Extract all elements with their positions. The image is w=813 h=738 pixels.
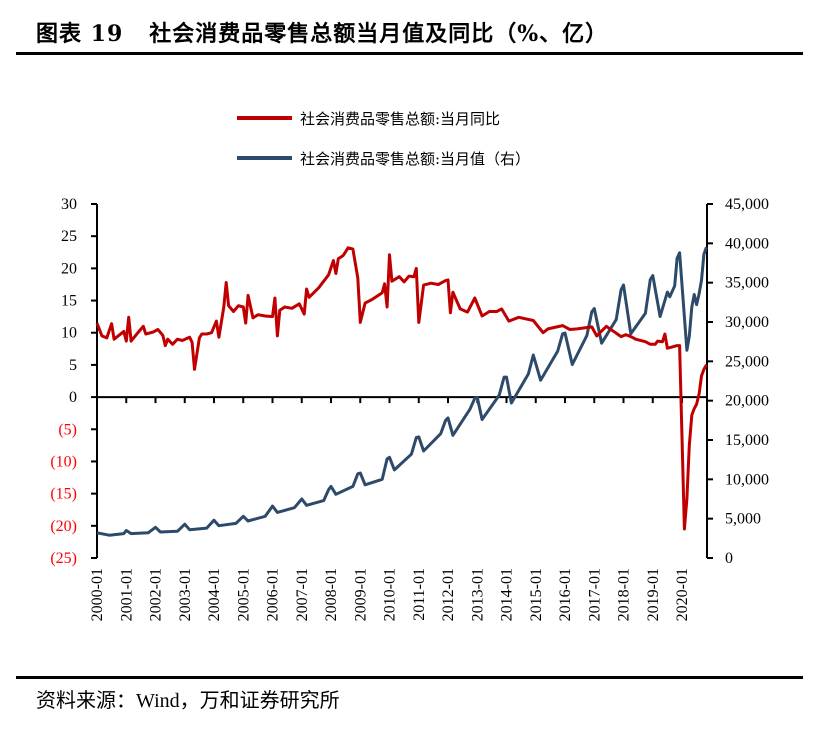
legend: 社会消费品零售总额:当月同比 社会消费品零售总额:当月值（右） xyxy=(237,110,530,168)
right-tick-label: 25,000 xyxy=(725,353,769,370)
left-tick-label: (5) xyxy=(58,421,77,438)
right-tick-label: 30,000 xyxy=(725,314,769,331)
right-tick-label: 35,000 xyxy=(725,275,769,292)
x-tick-label: 2001-01 xyxy=(118,568,135,621)
left-tick-label: (15) xyxy=(50,486,77,503)
left-tick-label: 25 xyxy=(61,228,77,245)
x-tick-label: 2000-01 xyxy=(89,568,106,621)
x-tick-label: 2012-01 xyxy=(440,568,457,621)
title-divider xyxy=(16,52,803,55)
right-tick-label: 20,000 xyxy=(725,393,769,410)
x-tick-label: 2015-01 xyxy=(528,568,545,621)
chart-title: 图表 19 社会消费品零售总额当月值及同比（%、亿） xyxy=(36,21,609,47)
right-tick-label: 15,000 xyxy=(725,432,769,449)
x-tick-label: 2018-01 xyxy=(616,568,633,621)
x-tick-label: 2011-01 xyxy=(411,568,428,621)
x-tick-label: 2019-01 xyxy=(645,568,662,621)
source-divider xyxy=(16,676,803,679)
right-tick-label: 45,000 xyxy=(725,196,769,213)
x-tick-label: 2007-01 xyxy=(294,568,311,621)
x-tick-label: 2013-01 xyxy=(469,568,486,621)
left-tick-label: 10 xyxy=(61,325,77,342)
left-tick-label: 15 xyxy=(61,293,77,310)
left-tick-label: (10) xyxy=(50,453,77,470)
x-tick-label: 2017-01 xyxy=(586,568,603,621)
right-tick-label: 40,000 xyxy=(725,235,769,252)
x-tick-label: 2004-01 xyxy=(206,568,223,621)
x-tick-label: 2005-01 xyxy=(235,568,252,621)
x-tick-label: 2010-01 xyxy=(382,568,399,621)
series-line-yoy xyxy=(95,246,708,531)
right-tick-label: 10,000 xyxy=(725,471,769,488)
x-tick-label: 2006-01 xyxy=(265,568,282,621)
left-tick-label: (20) xyxy=(50,518,77,535)
x-tick-label: 2016-01 xyxy=(557,568,574,621)
x-tick-label: 2003-01 xyxy=(177,568,194,621)
x-tick-label: 2002-01 xyxy=(148,568,165,621)
left-tick-label: 0 xyxy=(69,389,77,406)
x-tick-label: 2014-01 xyxy=(499,568,516,621)
x-tick-label: 2008-01 xyxy=(323,568,340,621)
legend-label-yoy: 社会消费品零售总额:当月同比 xyxy=(300,110,500,128)
series-line-monthly-value xyxy=(96,246,708,537)
source-note: 资料来源：Wind，万和证券研究所 xyxy=(36,690,340,712)
legend-label-monthly: 社会消费品零售总额:当月值（右） xyxy=(300,150,530,168)
series-lines xyxy=(95,246,708,537)
left-tick-label: (25) xyxy=(50,550,77,567)
axes: 30 25 20 15 10 5 0 (5) (10) (15) (20) (25) 45,000 40,… xyxy=(50,196,769,621)
x-tick-label: 2009-01 xyxy=(352,568,369,621)
left-tick-label: 5 xyxy=(69,357,77,374)
left-tick-label: 30 xyxy=(61,196,77,213)
right-tick-label: 5,000 xyxy=(725,511,761,528)
x-tick-label: 2020-01 xyxy=(674,568,691,621)
left-tick-label: 20 xyxy=(61,260,77,277)
right-tick-label: 0 xyxy=(725,550,733,567)
